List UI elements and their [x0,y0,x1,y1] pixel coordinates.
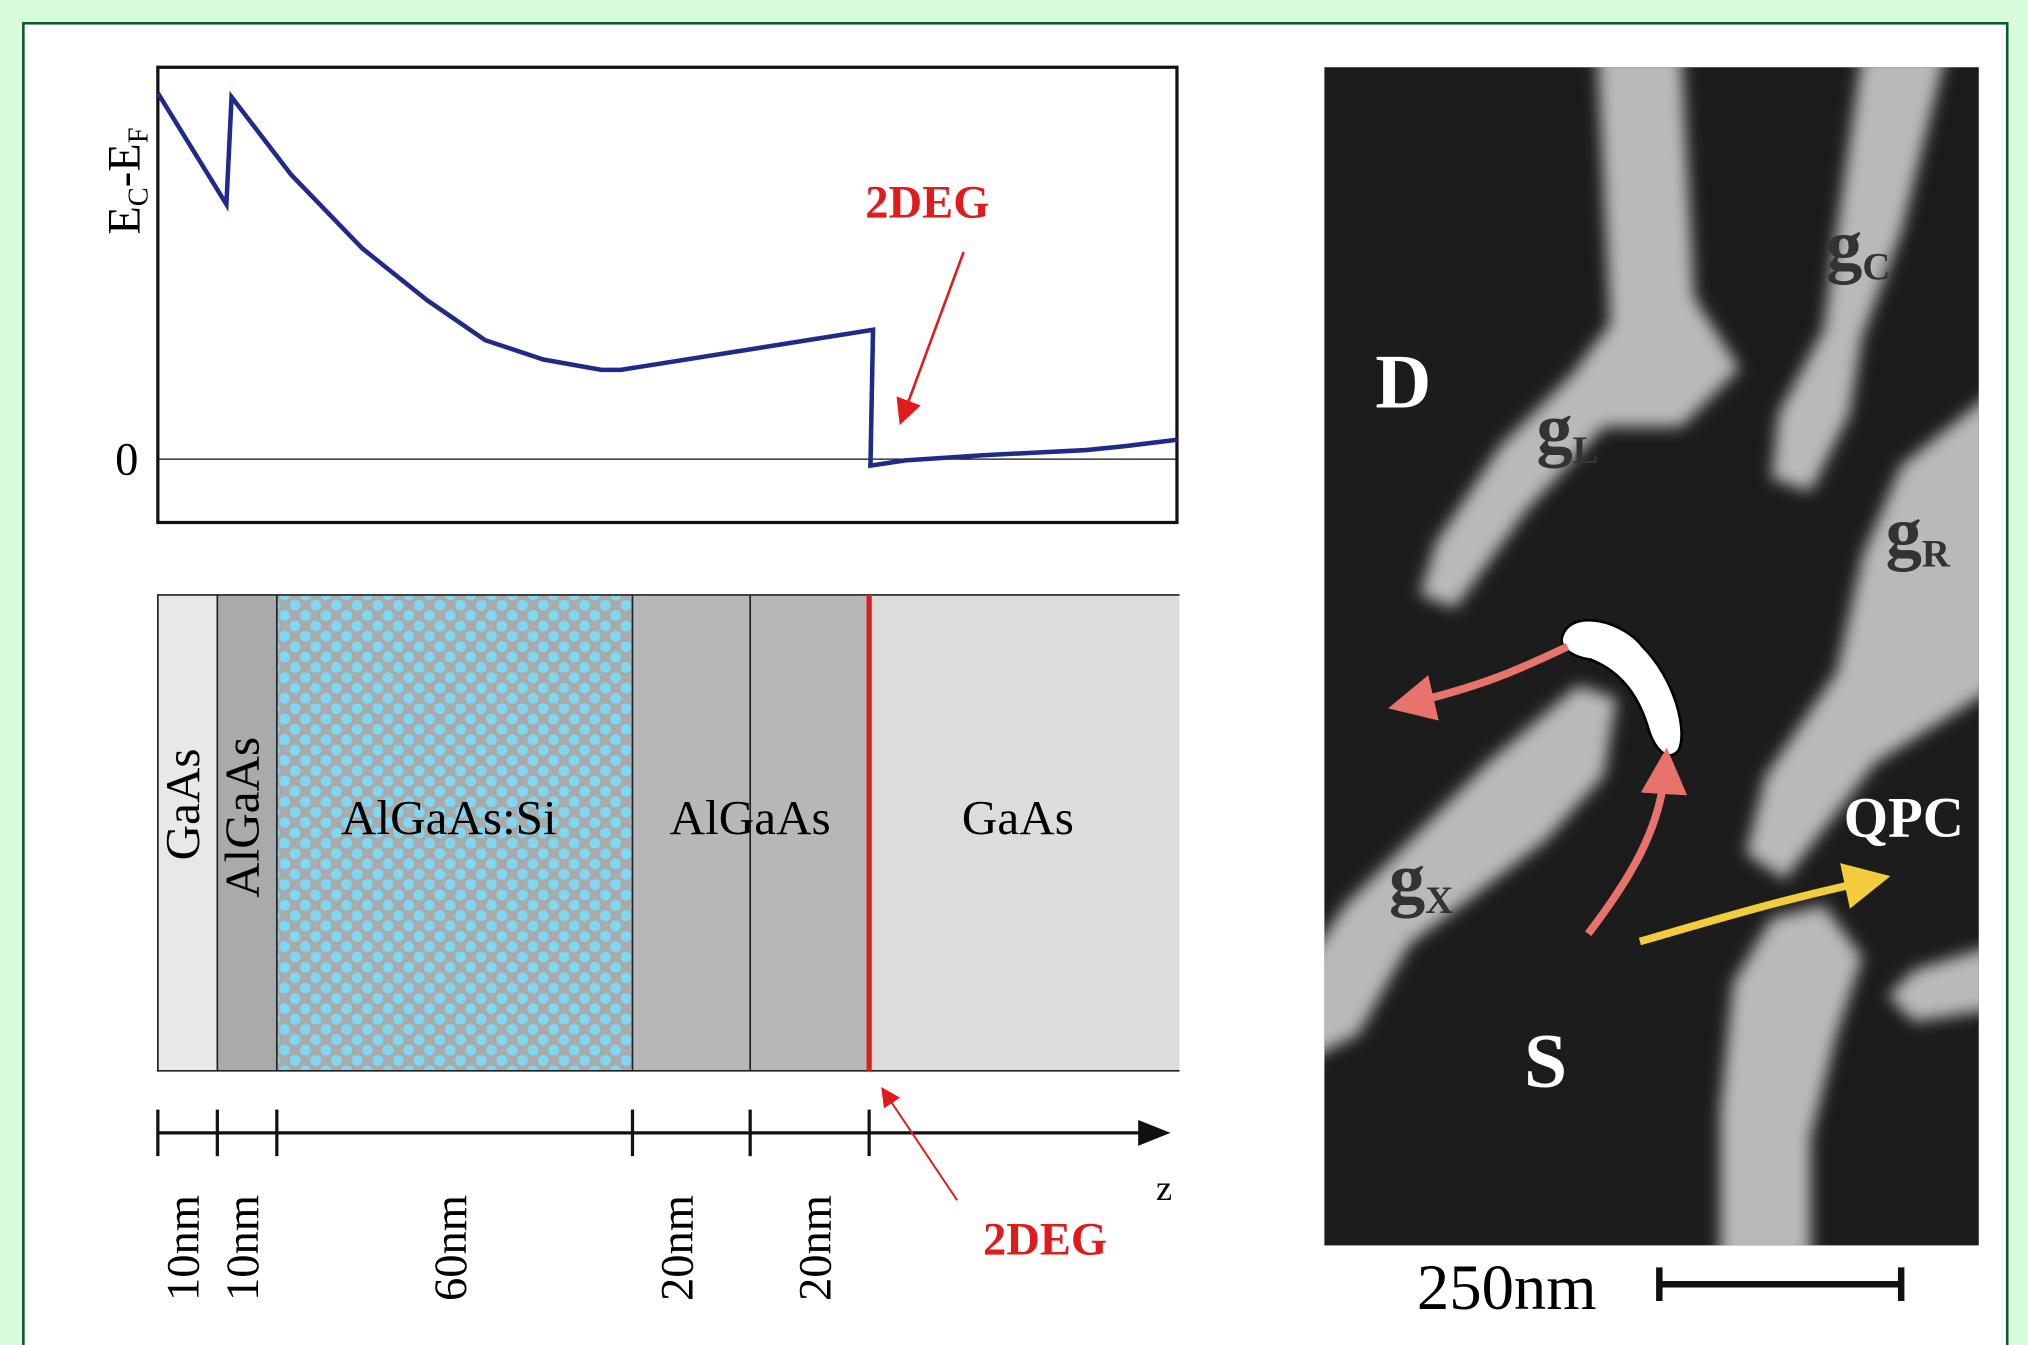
gate-sub: C [1862,245,1890,288]
layer-label: AlGaAs [214,737,269,898]
gate-sub: R [1922,532,1951,575]
thickness-label: 20nm [791,1195,842,1301]
micrograph: D S gL gC gR gX QPC 250nm [1293,52,1998,1323]
y-label-part: E [100,206,151,234]
gate-sub: X [1425,879,1453,922]
annotation: 2DEG [983,1214,1107,1265]
gate-letter: g [1536,388,1572,469]
y-axis-label: EC-EF [100,127,155,234]
thickness-label: 10nm [218,1195,269,1301]
qpc-label: QPC [1844,787,1964,850]
layer-label: GaAs [962,790,1074,845]
sem-label: S [1524,1017,1567,1103]
zero-label: 0 [115,435,138,486]
layer-label: AlGaAs [670,790,831,845]
layer-label: AlGaAs:Si [341,790,557,845]
thickness-label: 20nm [652,1195,703,1301]
axis-label: z [1156,1168,1172,1208]
thickness-label: 60nm [426,1195,477,1301]
y-label-sub: C [124,187,155,206]
gate-sub: L [1573,429,1599,472]
figure: EC-EF 0 2DEG GaAs AlGaAs AlGaAs:Si AlGaA… [0,0,2028,1345]
layer-label: GaAs [155,748,210,860]
gate-letter: g [1826,204,1862,285]
y-label-part: -E [100,143,151,187]
scale-bar-label: 250nm [1417,1251,1597,1323]
thickness-label: 10nm [158,1195,209,1301]
sem-label: D [1375,338,1431,424]
gate-letter: g [1389,838,1425,919]
layer-stack: GaAs AlGaAs AlGaAs:Si AlGaAs GaAs [155,595,1180,1071]
annotation: 2DEG [865,177,989,228]
gate-letter: g [1886,491,1922,572]
y-label-sub: F [124,127,155,143]
